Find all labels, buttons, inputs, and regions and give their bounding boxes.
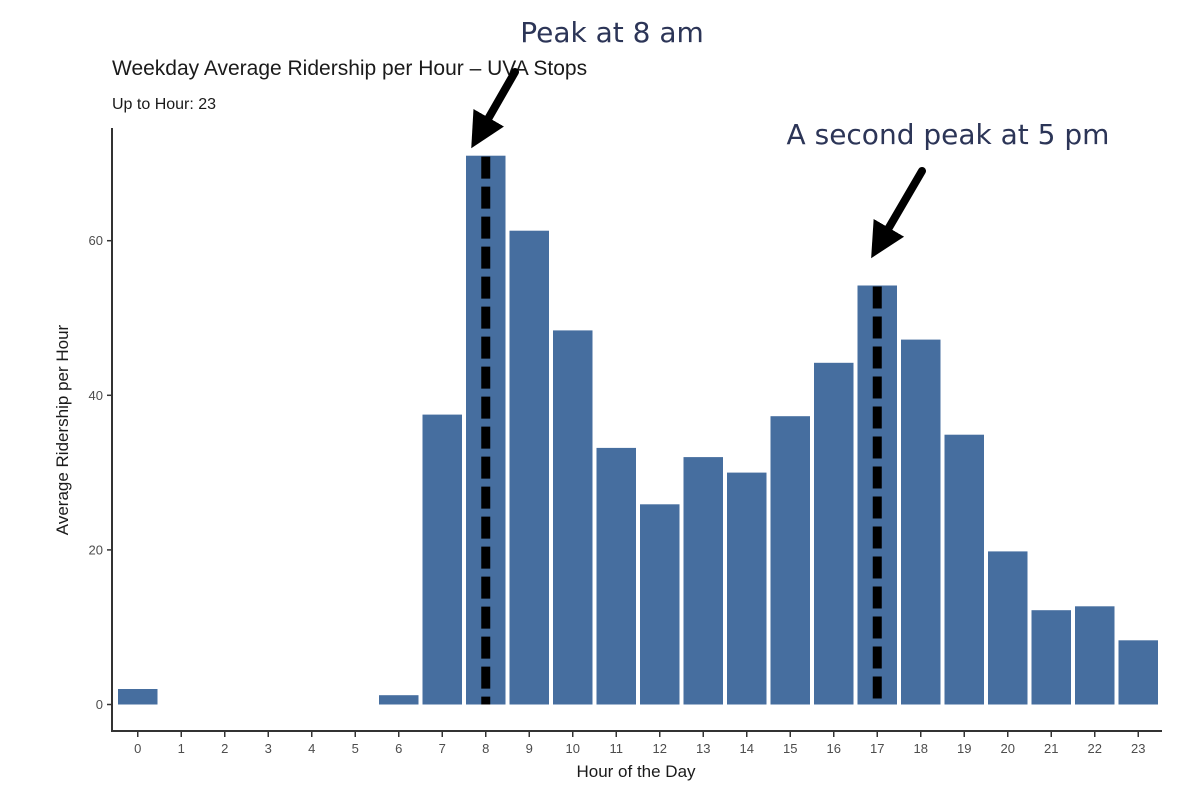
x-tick-label: 2 — [221, 741, 228, 756]
x-tick-label: 13 — [696, 741, 710, 756]
x-tick-label: 15 — [783, 741, 797, 756]
annotation-arrow — [871, 167, 926, 259]
bar-hour-12 — [640, 504, 680, 705]
y-tick-label: 20 — [89, 542, 103, 557]
x-tick-label: 18 — [914, 741, 928, 756]
x-tick-label: 4 — [308, 741, 315, 756]
annotation-hour-8: Peak at 8 am — [520, 16, 704, 49]
y-tick-label: 60 — [89, 233, 103, 248]
bars-group — [118, 155, 1158, 705]
bar-hour-7 — [422, 414, 462, 705]
x-tick-label: 16 — [827, 741, 841, 756]
bar-hour-21 — [1031, 610, 1071, 705]
bar-hour-10 — [553, 330, 593, 705]
annotation-arrow — [471, 68, 519, 149]
x-tick-label: 0 — [134, 741, 141, 756]
bar-hour-9 — [509, 230, 549, 705]
annotations: Peak at 8 am A second peak at 5 pm — [471, 16, 1110, 259]
bar-hour-18 — [901, 339, 941, 705]
x-tick-label: 14 — [740, 741, 754, 756]
x-tick-label: 8 — [482, 741, 489, 756]
bar-hour-20 — [988, 551, 1028, 705]
chart-title: Weekday Average Ridership per Hour – UVA… — [112, 57, 587, 80]
bar-hour-19 — [944, 434, 984, 705]
annotation-hour-17: A second peak at 5 pm — [787, 118, 1110, 151]
x-tick-label: 1 — [178, 741, 185, 756]
y-tick-label: 40 — [89, 388, 103, 403]
bar-hour-11 — [596, 447, 636, 705]
peak-markers — [481, 156, 882, 705]
bar-hour-14 — [727, 472, 767, 705]
x-tick-label: 9 — [526, 741, 533, 756]
x-tick-label: 20 — [1001, 741, 1015, 756]
x-tick-label: 3 — [265, 741, 272, 756]
x-tick-label: 7 — [439, 741, 446, 756]
x-tick-label: 22 — [1088, 741, 1102, 756]
x-tick-label: 5 — [352, 741, 359, 756]
x-tick-label: 6 — [395, 741, 402, 756]
bar-hour-15 — [770, 416, 810, 705]
bar-hour-16 — [814, 362, 854, 705]
x-tick-label: 12 — [653, 741, 667, 756]
y-axis: 0 20 40 60 — [89, 233, 112, 712]
x-tick-label: 19 — [957, 741, 971, 756]
bar-hour-22 — [1075, 606, 1115, 705]
bar-hour-0 — [118, 689, 158, 705]
chart-subtitle: Up to Hour: 23 — [112, 96, 216, 113]
y-axis-title: Average Ridership per Hour — [53, 324, 72, 535]
x-tick-label: 23 — [1131, 741, 1145, 756]
bar-hour-13 — [683, 457, 723, 705]
x-tick-label: 21 — [1044, 741, 1058, 756]
bar-hour-23 — [1118, 640, 1158, 705]
y-tick-label: 0 — [96, 697, 103, 712]
x-axis-title: Hour of the Day — [576, 762, 696, 781]
x-tick-label: 11 — [610, 741, 624, 756]
x-tick-label: 17 — [870, 741, 884, 756]
bar-hour-6 — [379, 695, 419, 705]
x-tick-label: 10 — [566, 741, 580, 756]
x-axis: 0 1 2 3 4 5 6 7 8 9 10 11 12 13 14 15 16 17 18 19 20 21 22 23 — [134, 731, 1145, 756]
